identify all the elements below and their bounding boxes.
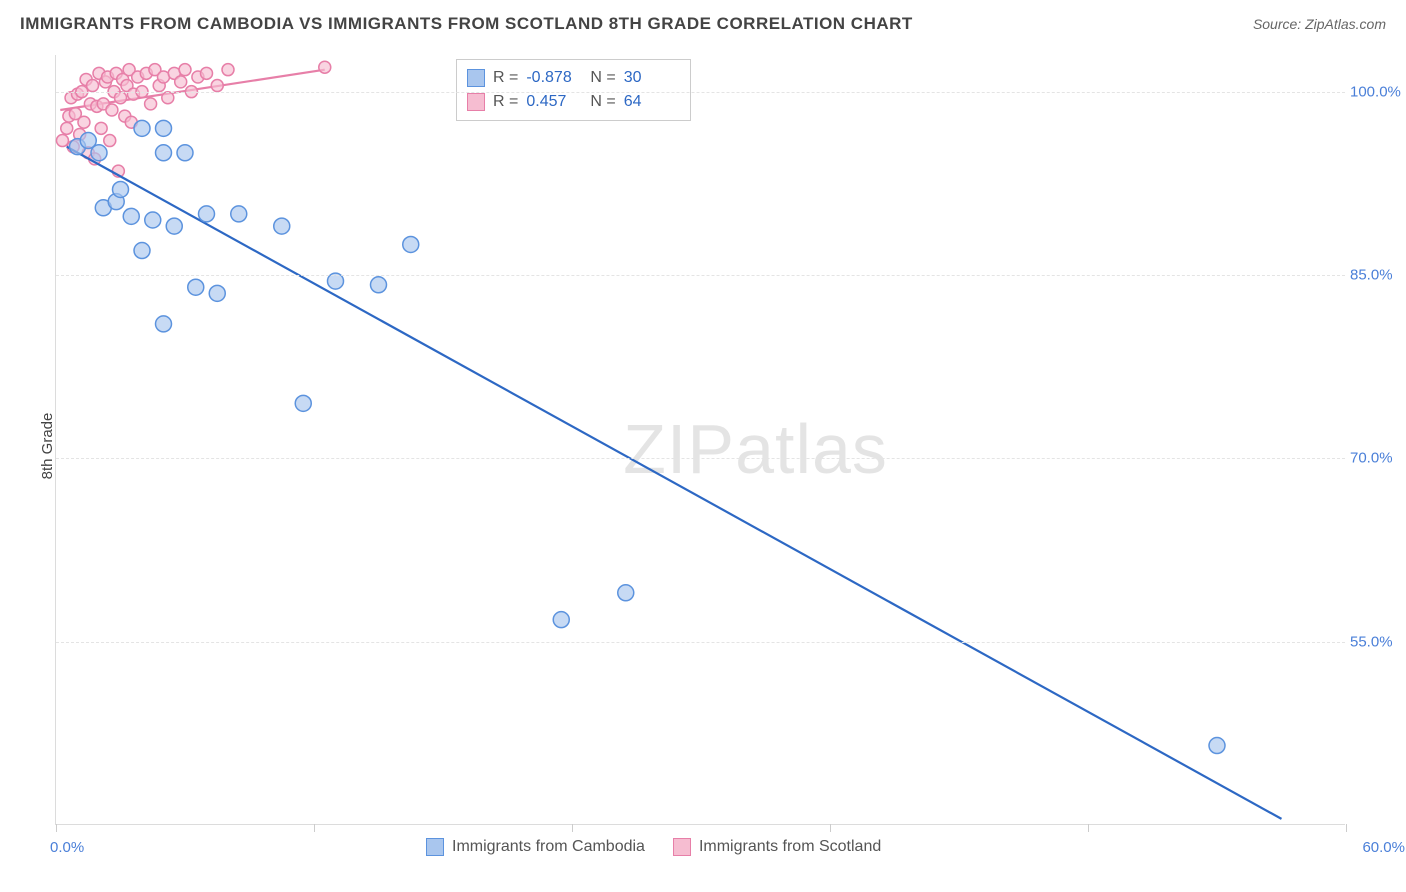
swatch-scotland-bottom xyxy=(673,838,691,856)
data-point xyxy=(175,76,187,88)
legend-series: Immigrants from Cambodia Immigrants from… xyxy=(426,838,881,856)
r-label-0: R = xyxy=(493,66,518,90)
n-label-1: N = xyxy=(590,90,615,114)
gridline-h xyxy=(56,92,1345,93)
xtick xyxy=(1088,824,1089,832)
r-label-1: R = xyxy=(493,90,518,114)
data-point xyxy=(177,145,193,161)
xtick xyxy=(572,824,573,832)
data-point xyxy=(106,104,118,116)
data-point xyxy=(553,612,569,628)
data-point xyxy=(156,145,172,161)
source-value: ZipAtlas.com xyxy=(1305,16,1386,32)
legend-item-scotland: Immigrants from Scotland xyxy=(673,838,881,856)
r-value-0: -0.878 xyxy=(526,66,582,90)
ytick-label: 55.0% xyxy=(1350,633,1405,650)
data-point xyxy=(115,92,127,104)
r-value-1: 0.457 xyxy=(526,90,582,114)
xtick-label-max: 60.0% xyxy=(1362,839,1405,856)
scatter-svg xyxy=(56,55,1345,824)
gridline-h xyxy=(56,642,1345,643)
data-point xyxy=(201,67,213,79)
ytick-label: 85.0% xyxy=(1350,267,1405,284)
data-point xyxy=(78,116,90,128)
swatch-cambodia-bottom xyxy=(426,838,444,856)
data-point xyxy=(295,395,311,411)
swatch-cambodia xyxy=(467,69,485,87)
data-point xyxy=(95,122,107,134)
trend-line xyxy=(67,147,1282,819)
gridline-h xyxy=(56,275,1345,276)
legend-stats: R = -0.878 N = 30 R = 0.457 N = 64 xyxy=(456,59,691,121)
data-point xyxy=(274,218,290,234)
swatch-scotland xyxy=(467,93,485,111)
data-point xyxy=(319,61,331,73)
data-point xyxy=(123,208,139,224)
data-point xyxy=(61,122,73,134)
data-point xyxy=(188,279,204,295)
data-point xyxy=(134,120,150,136)
chart-source: Source: ZipAtlas.com xyxy=(1253,16,1386,32)
xtick-label-min: 0.0% xyxy=(50,839,84,856)
xtick xyxy=(56,824,57,832)
data-point xyxy=(156,120,172,136)
data-point xyxy=(179,64,191,76)
legend-label-1: Immigrants from Scotland xyxy=(699,838,881,856)
data-point xyxy=(618,585,634,601)
data-point xyxy=(156,316,172,332)
chart-header: IMMIGRANTS FROM CAMBODIA VS IMMIGRANTS F… xyxy=(20,14,1386,34)
data-point xyxy=(199,206,215,222)
data-point xyxy=(1209,738,1225,754)
data-point xyxy=(371,277,387,293)
data-point xyxy=(222,64,234,76)
n-value-1: 64 xyxy=(624,90,680,114)
data-point xyxy=(403,236,419,252)
chart-plot-area: ZIPatlas R = -0.878 N = 30 R = 0.457 N =… xyxy=(55,55,1345,825)
data-point xyxy=(56,135,68,147)
data-point xyxy=(145,212,161,228)
gridline-h xyxy=(56,458,1345,459)
legend-item-cambodia: Immigrants from Cambodia xyxy=(426,838,645,856)
n-value-0: 30 xyxy=(624,66,680,90)
data-point xyxy=(91,145,107,161)
xtick xyxy=(830,824,831,832)
data-point xyxy=(113,181,129,197)
data-point xyxy=(104,135,116,147)
source-label: Source: xyxy=(1253,16,1301,32)
data-point xyxy=(134,243,150,259)
legend-label-0: Immigrants from Cambodia xyxy=(452,838,645,856)
data-point xyxy=(211,80,223,92)
ytick-label: 100.0% xyxy=(1350,83,1405,100)
legend-stats-row-0: R = -0.878 N = 30 xyxy=(467,66,680,90)
y-axis-label: 8th Grade xyxy=(39,413,56,480)
data-point xyxy=(87,80,99,92)
xtick xyxy=(1346,824,1347,832)
chart-title: IMMIGRANTS FROM CAMBODIA VS IMMIGRANTS F… xyxy=(20,14,913,34)
xtick xyxy=(314,824,315,832)
data-point xyxy=(166,218,182,234)
data-point xyxy=(145,98,157,110)
data-point xyxy=(209,285,225,301)
data-point xyxy=(162,92,174,104)
n-label-0: N = xyxy=(590,66,615,90)
ytick-label: 70.0% xyxy=(1350,450,1405,467)
legend-stats-row-1: R = 0.457 N = 64 xyxy=(467,90,680,114)
data-point xyxy=(231,206,247,222)
